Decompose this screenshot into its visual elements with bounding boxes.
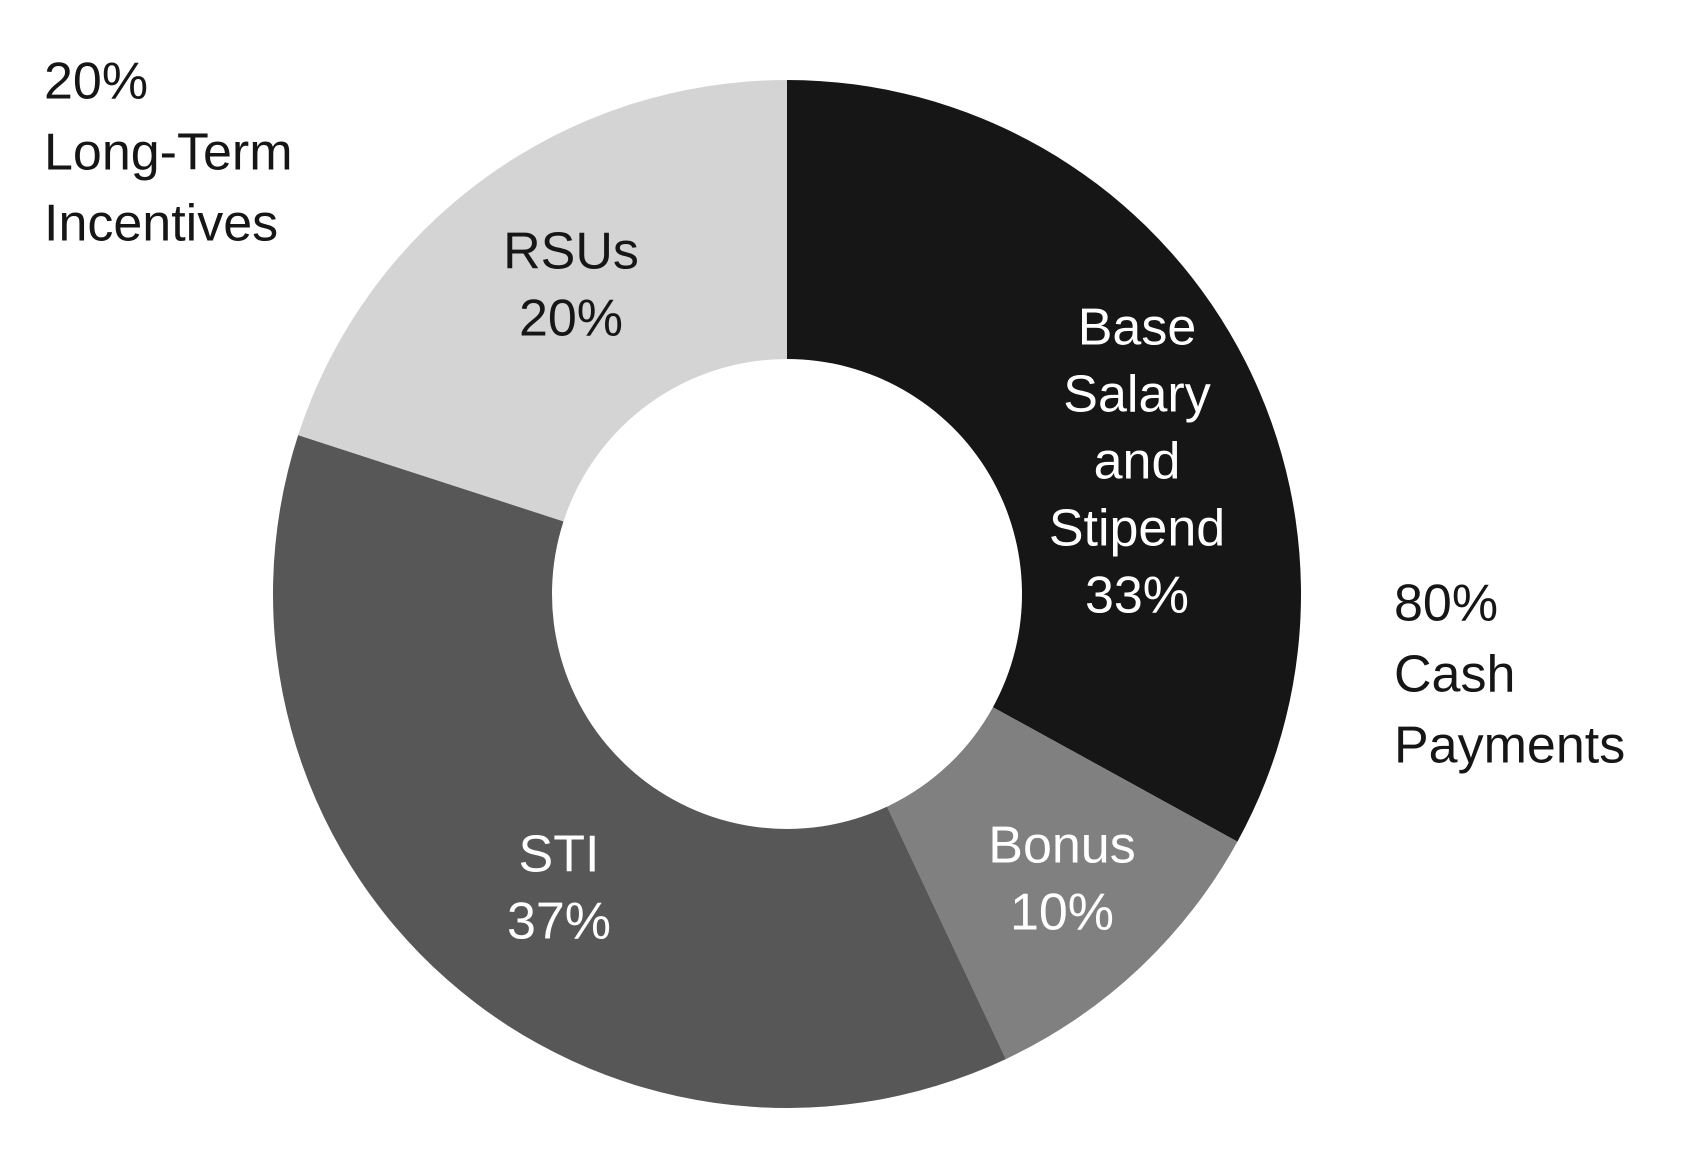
slice-label: RSUs	[503, 223, 639, 281]
slice-label: and	[1094, 433, 1181, 491]
slice-bonus	[887, 707, 1238, 1060]
group-annotation: Long-Term	[44, 124, 293, 182]
group-annotation: Cash	[1394, 646, 1515, 704]
slice-label: Bonus	[988, 817, 1135, 875]
slice-value-label: 20%	[519, 290, 623, 348]
slice-value-label: 10%	[1010, 884, 1114, 942]
slice-rsus	[298, 80, 787, 522]
slice-label: Salary	[1063, 366, 1210, 424]
slice-sti	[273, 435, 1006, 1108]
group-annotation: 80%	[1394, 575, 1498, 633]
slice-label: Base	[1078, 299, 1197, 357]
slice-value-label: 37%	[507, 893, 611, 951]
group-annotation: Incentives	[44, 195, 278, 253]
group-annotation: Payments	[1394, 717, 1625, 775]
group-annotation: 20%	[44, 53, 148, 111]
slice-label: STI	[519, 826, 600, 884]
slice-value-label: 33%	[1085, 567, 1189, 625]
slice-base-salary-and-stipend	[787, 80, 1301, 842]
slice-label: Stipend	[1049, 500, 1225, 558]
